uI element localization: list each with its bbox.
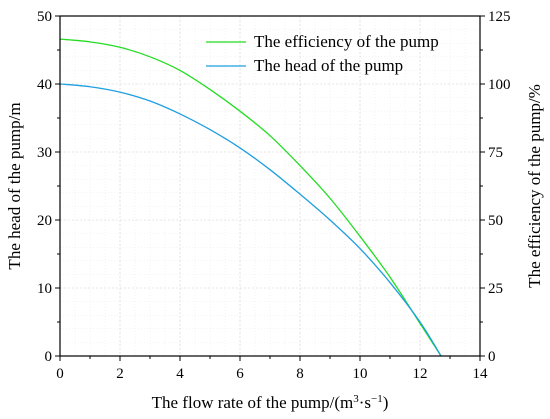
series-line-head bbox=[59, 83, 442, 357]
x-tick-label: 0 bbox=[56, 366, 64, 382]
x-axis-label-sup2: −1 bbox=[371, 393, 383, 405]
x-tick-label: 2 bbox=[116, 366, 124, 382]
x-axis-label-mid: ·s bbox=[359, 393, 371, 412]
y-left-tick-label: 40 bbox=[37, 77, 52, 93]
y-right-tick-label: 75 bbox=[488, 145, 503, 161]
y-right-tick-label: 25 bbox=[488, 281, 503, 297]
y-right-tick-label: 125 bbox=[488, 9, 511, 25]
x-axis-label-suffix: ) bbox=[383, 393, 389, 412]
x-tick-label: 4 bbox=[176, 366, 184, 382]
y-left-tick-label: 0 bbox=[45, 349, 53, 365]
legend: The efficiency of the pump The head of th… bbox=[206, 32, 439, 75]
y-left-tick-label: 10 bbox=[37, 281, 52, 297]
x-axis-label-prefix: The flow rate of the pump/(m bbox=[152, 393, 354, 412]
y-right-tick-label: 50 bbox=[488, 213, 503, 229]
x-tick-label: 12 bbox=[413, 366, 428, 382]
y-left-tick-label: 50 bbox=[37, 9, 52, 25]
x-tick-label: 8 bbox=[296, 366, 304, 382]
x-tick-label: 10 bbox=[353, 366, 368, 382]
x-axis-label-sup1: 3 bbox=[353, 393, 359, 405]
y-right-tick-label: 0 bbox=[488, 349, 496, 365]
y-left-tick-label: 20 bbox=[37, 213, 52, 229]
y-right-tick-label: 100 bbox=[488, 77, 511, 93]
legend-label: The head of the pump bbox=[254, 56, 403, 75]
x-tick-label: 14 bbox=[473, 366, 489, 382]
x-tick-label: 6 bbox=[236, 366, 244, 382]
ticks bbox=[55, 15, 485, 361]
series-layer bbox=[59, 38, 442, 357]
series-line-efficiency bbox=[59, 38, 442, 357]
y-left-tick-label: 30 bbox=[37, 145, 52, 161]
legend-label: The efficiency of the pump bbox=[254, 32, 439, 51]
y-axis-right-label: The efficiency of the pump/% bbox=[525, 84, 544, 288]
y-axis-left-label: The head of the pump/m bbox=[5, 102, 24, 269]
x-axis-label: The flow rate of the pump/(m3·s−1) bbox=[152, 393, 389, 412]
